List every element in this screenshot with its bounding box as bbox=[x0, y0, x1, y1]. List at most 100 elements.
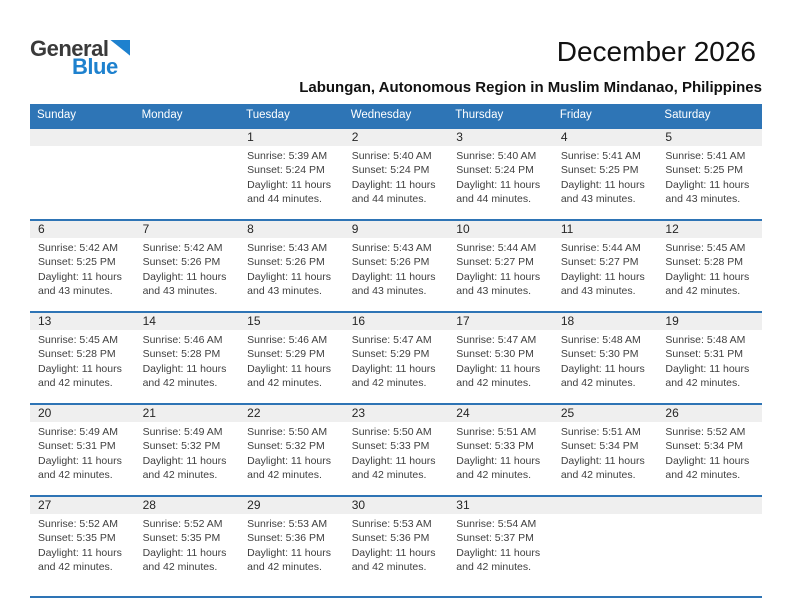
day-detail-line: Sunrise: 5:51 AM bbox=[560, 426, 641, 438]
empty-day-cell bbox=[657, 497, 762, 596]
day-number: 3 bbox=[456, 130, 463, 144]
day-detail-line: and 42 minutes. bbox=[456, 376, 531, 389]
day-detail-line: Daylight: 11 hours bbox=[247, 362, 331, 375]
logo-text-general: General bbox=[30, 36, 109, 61]
day-detail-line: Sunrise: 5:44 AM bbox=[560, 242, 641, 254]
day-detail-line: Sunrise: 5:40 AM bbox=[351, 150, 432, 162]
day-detail-line: Daylight: 11 hours bbox=[456, 362, 541, 375]
day-detail-line: Sunrise: 5:52 AM bbox=[38, 518, 118, 530]
day-detail-line: Sunset: 5:29 PM bbox=[351, 348, 430, 361]
day-detail-line: Sunrise: 5:53 AM bbox=[351, 518, 432, 530]
day-number: 30 bbox=[351, 498, 366, 512]
day-number: 28 bbox=[142, 498, 156, 512]
day-detail-line: and 42 minutes. bbox=[560, 468, 636, 481]
day-details: Sunrise: 5:43 AM Sunset: 5:26 PM Daylight:… bbox=[344, 238, 449, 298]
weekday-cell: Saturday bbox=[664, 109, 711, 121]
day-detail-line: and 43 minutes. bbox=[351, 284, 427, 297]
day-detail-line: and 44 minutes. bbox=[247, 192, 322, 205]
day-detail-line: Daylight: 11 hours bbox=[38, 270, 122, 283]
day-cell: 17 Sunrise: 5:47 AM Sunset: 5:30 PM Dayligh… bbox=[448, 313, 553, 403]
day-detail-line: Sunset: 5:24 PM bbox=[247, 164, 325, 177]
day-detail-line: Sunrise: 5:52 AM bbox=[665, 426, 746, 438]
day-detail-line: Sunrise: 5:45 AM bbox=[38, 334, 118, 346]
day-detail-line: Sunrise: 5:46 AM bbox=[142, 334, 223, 346]
day-detail-line: Sunset: 5:35 PM bbox=[38, 532, 116, 545]
day-detail-line: Sunset: 5:25 PM bbox=[665, 164, 744, 177]
day-detail-line: Sunrise: 5:49 AM bbox=[142, 426, 223, 438]
day-cell: 6 Sunrise: 5:42 AM Sunset: 5:25 PM Daylight… bbox=[30, 221, 135, 311]
day-detail-line: Sunrise: 5:47 AM bbox=[456, 334, 537, 346]
day-detail-line: Sunset: 5:32 PM bbox=[142, 440, 221, 453]
day-details: Sunrise: 5:40 AM Sunset: 5:24 PM Daylight:… bbox=[448, 146, 553, 206]
day-detail-line: Daylight: 11 hours bbox=[456, 546, 541, 559]
day-detail-line: and 43 minutes. bbox=[456, 284, 531, 297]
day-detail-line: Sunset: 5:31 PM bbox=[38, 440, 116, 453]
day-details: Sunrise: 5:42 AM Sunset: 5:26 PM Daylight:… bbox=[135, 238, 240, 298]
logo-text-blue: Blue bbox=[72, 54, 118, 79]
weekday-cell: Wednesday bbox=[350, 109, 412, 121]
week-row: 1 Sunrise: 5:39 AM Sunset: 5:24 PM Daylight… bbox=[30, 127, 762, 219]
day-detail-line: Daylight: 11 hours bbox=[456, 178, 541, 191]
day-detail-line: Daylight: 11 hours bbox=[142, 362, 227, 375]
day-detail-line: Daylight: 11 hours bbox=[38, 454, 122, 467]
day-detail-line: Daylight: 11 hours bbox=[351, 546, 436, 559]
day-detail-line: Daylight: 11 hours bbox=[560, 178, 645, 191]
day-number: 2 bbox=[351, 130, 359, 144]
day-details: Sunrise: 5:40 AM Sunset: 5:24 PM Daylight:… bbox=[344, 146, 449, 206]
day-detail-line: and 42 minutes. bbox=[351, 560, 427, 573]
day-detail-line: Sunset: 5:27 PM bbox=[456, 256, 534, 269]
day-detail-line: Daylight: 11 hours bbox=[560, 270, 645, 283]
day-cell: 22 Sunrise: 5:50 AM Sunset: 5:32 PM Dayligh… bbox=[239, 405, 344, 495]
day-detail-line: Sunrise: 5:48 AM bbox=[560, 334, 641, 346]
day-details: Sunrise: 5:43 AM Sunset: 5:26 PM Daylight:… bbox=[239, 238, 344, 298]
week-row: 20 Sunrise: 5:49 AM Sunset: 5:31 PM Dayligh… bbox=[30, 403, 762, 495]
day-detail-line: Sunset: 5:36 PM bbox=[351, 532, 430, 545]
day-cell: 23 Sunrise: 5:50 AM Sunset: 5:33 PM Dayligh… bbox=[344, 405, 449, 495]
day-detail-line: Sunrise: 5:41 AM bbox=[665, 150, 746, 162]
day-detail-line: Sunrise: 5:53 AM bbox=[247, 518, 328, 530]
day-number: 24 bbox=[456, 406, 470, 420]
day-number: 18 bbox=[560, 314, 575, 328]
day-cell: 14 Sunrise: 5:46 AM Sunset: 5:28 PM Dayligh… bbox=[135, 313, 240, 403]
day-cell: 5 Sunrise: 5:41 AM Sunset: 5:25 PM Daylight… bbox=[657, 129, 762, 219]
day-cell: 7 Sunrise: 5:42 AM Sunset: 5:26 PM Daylight… bbox=[135, 221, 240, 311]
day-detail-line: Sunset: 5:24 PM bbox=[351, 164, 430, 177]
day-cell: 24 Sunrise: 5:51 AM Sunset: 5:33 PM Dayligh… bbox=[448, 405, 553, 495]
day-details: Sunrise: 5:46 AM Sunset: 5:28 PM Daylight:… bbox=[135, 330, 240, 390]
day-detail-line: Sunrise: 5:39 AM bbox=[247, 150, 328, 162]
day-detail-line: Sunrise: 5:40 AM bbox=[456, 150, 537, 162]
day-number: 12 bbox=[665, 222, 679, 236]
day-detail-line: and 42 minutes. bbox=[247, 560, 322, 573]
weekday-cell: Thursday bbox=[455, 109, 504, 121]
page-subtitle: Labungan, Autonomous Region in Muslim Mi… bbox=[299, 79, 762, 96]
day-details: Sunrise: 5:39 AM Sunset: 5:24 PM Daylight:… bbox=[239, 146, 344, 206]
day-details: Sunrise: 5:50 AM Sunset: 5:33 PM Daylight:… bbox=[344, 422, 449, 482]
day-detail-line: Daylight: 11 hours bbox=[456, 454, 541, 467]
empty-day-cell bbox=[30, 129, 135, 219]
day-detail-line: Sunset: 5:25 PM bbox=[38, 256, 116, 269]
weekday-cell: Tuesday bbox=[246, 109, 290, 121]
day-detail-line: and 42 minutes. bbox=[456, 560, 531, 573]
day-details: Sunrise: 5:42 AM Sunset: 5:25 PM Daylight:… bbox=[30, 238, 135, 298]
day-details: Sunrise: 5:46 AM Sunset: 5:29 PM Daylight:… bbox=[239, 330, 344, 390]
day-cell: 15 Sunrise: 5:46 AM Sunset: 5:29 PM Dayligh… bbox=[239, 313, 344, 403]
day-detail-line: and 42 minutes. bbox=[665, 468, 741, 481]
day-detail-line: Daylight: 11 hours bbox=[665, 178, 750, 191]
day-number: 16 bbox=[351, 314, 366, 328]
day-details: Sunrise: 5:52 AM Sunset: 5:34 PM Daylight:… bbox=[657, 422, 762, 482]
day-number: 5 bbox=[665, 130, 673, 144]
day-detail-line: Sunset: 5:37 PM bbox=[456, 532, 534, 545]
day-cell: 27 Sunrise: 5:52 AM Sunset: 5:35 PM Dayligh… bbox=[30, 497, 135, 596]
day-number: 20 bbox=[38, 406, 52, 420]
day-detail-line: Sunset: 5:29 PM bbox=[247, 348, 325, 361]
day-cell: 13 Sunrise: 5:45 AM Sunset: 5:28 PM Dayligh… bbox=[30, 313, 135, 403]
day-detail-line: Daylight: 11 hours bbox=[142, 454, 227, 467]
day-details: Sunrise: 5:47 AM Sunset: 5:30 PM Daylight:… bbox=[448, 330, 553, 390]
day-number: 6 bbox=[38, 222, 45, 236]
day-cell: 9 Sunrise: 5:43 AM Sunset: 5:26 PM Daylight… bbox=[344, 221, 449, 311]
day-detail-line: and 43 minutes. bbox=[560, 284, 636, 297]
day-detail-line: Sunrise: 5:51 AM bbox=[456, 426, 537, 438]
day-detail-line: Sunset: 5:28 PM bbox=[665, 256, 744, 269]
day-number: 25 bbox=[560, 406, 575, 420]
